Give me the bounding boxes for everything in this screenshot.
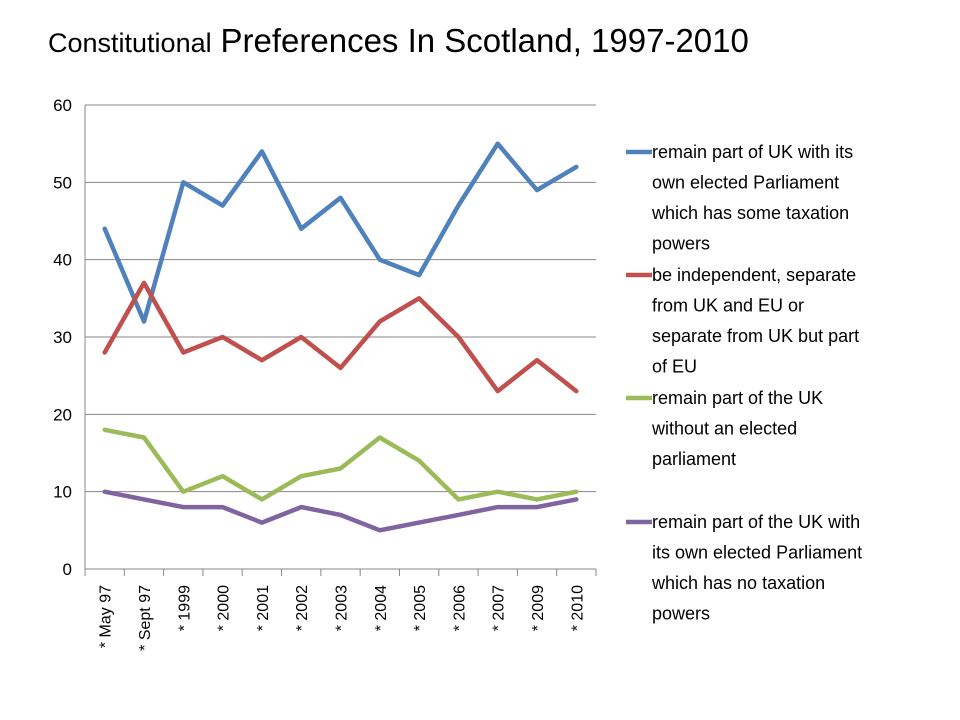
x-tick-label: * May 97 (98, 585, 115, 648)
legend-entry-4: powers (652, 604, 710, 624)
legend-entry-2: be independent, separate (652, 265, 856, 285)
x-tick-label: * 2003 (334, 585, 351, 631)
series-line-3 (102, 427, 579, 502)
chart-title: Constitutional Preferences In Scotland, … (48, 22, 749, 60)
legend-entry-1: remain part of UK with its (652, 142, 853, 162)
title-part-2: Preferences In Scotland, 1997-2010 (220, 22, 749, 59)
x-tick-label: * 2001 (255, 585, 272, 631)
legend-entry-1: which has some taxation (651, 203, 849, 223)
legend-entry-1: powers (652, 234, 710, 254)
x-tick-label: * 2000 (216, 585, 233, 631)
x-tick-label: * 2005 (412, 585, 429, 631)
y-tick-label: 0 (63, 560, 72, 579)
series-line-2 (102, 280, 579, 394)
y-tick-label: 10 (53, 483, 72, 502)
legend-entry-1: own elected Parliament (652, 173, 839, 193)
series-line-4 (102, 489, 579, 533)
x-tick-label: * 2006 (451, 585, 468, 631)
title-part-1: Constitutional (48, 28, 212, 58)
y-tick-label: 40 (53, 251, 72, 270)
legend-entry-3: remain part of the UK (652, 388, 823, 408)
legend-entry-4: which has no taxation (651, 573, 825, 593)
y-tick-label: 60 (53, 96, 72, 115)
y-tick-label: 50 (53, 173, 72, 192)
x-tick-label: * Sept 97 (137, 585, 154, 651)
gridlines (84, 104, 596, 570)
legend-entry-2: separate from UK but part (652, 326, 859, 346)
legend-entry-2: from UK and EU or (652, 296, 804, 316)
y-tick-label: 20 (53, 405, 72, 424)
x-tick-label: * 2004 (373, 585, 390, 631)
legend: remain part of UK with its own elected Pa… (626, 142, 862, 624)
x-tick-label: * 2007 (491, 585, 508, 631)
legend-entry-3: parliament (652, 449, 736, 469)
legend-entry-4: its own elected Parliament (652, 543, 862, 563)
legend-entry-2: of EU (652, 357, 697, 377)
x-axis: * May 97 * Sept 97 * 1999 * 2000 * 2001 * 200… (84, 569, 597, 651)
y-axis-ticks: 0 10 20 30 40 50 60 (53, 96, 72, 579)
legend-entry-4: remain part of the UK with (652, 512, 860, 532)
x-tick-label: * 2009 (530, 585, 547, 631)
series-line-1 (102, 141, 579, 324)
series-lines (102, 141, 579, 533)
legend-entry-3: without an elected (651, 419, 797, 439)
x-tick-label: * 2010 (569, 585, 586, 631)
y-tick-label: 30 (53, 328, 72, 347)
x-tick-label: * 2002 (294, 585, 311, 631)
x-tick-label: * 1999 (176, 585, 193, 631)
